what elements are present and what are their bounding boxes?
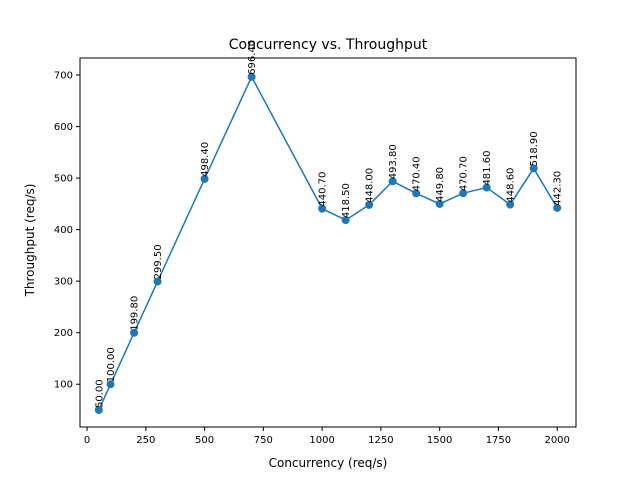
y-axis-label: Throughput (req/s) xyxy=(23,184,37,298)
y-tick-label: 300 xyxy=(54,277,73,288)
axes-frame xyxy=(79,57,577,428)
x-tick-label: 0 xyxy=(84,435,90,446)
data-point xyxy=(130,328,139,337)
x-tick-label: 750 xyxy=(254,435,273,446)
data-point xyxy=(459,189,468,198)
data-label: 449.80 xyxy=(435,167,446,202)
data-label: 50.00 xyxy=(94,379,105,408)
data-label: 442.30 xyxy=(553,171,564,206)
data-label: 199.80 xyxy=(130,296,141,331)
data-point xyxy=(553,203,562,212)
data-point xyxy=(529,164,538,173)
data-label: 470.40 xyxy=(412,156,423,191)
data-point xyxy=(94,405,103,414)
data-point xyxy=(412,189,421,198)
y-tick-label: 600 xyxy=(54,122,73,133)
data-label: 470.70 xyxy=(459,156,470,191)
data-label: 100.00 xyxy=(106,347,117,382)
data-label: 440.70 xyxy=(318,172,329,207)
data-label: 518.90 xyxy=(529,131,540,166)
data-point xyxy=(388,177,397,186)
x-tick-label: 2000 xyxy=(544,435,569,446)
data-label: 418.50 xyxy=(341,183,352,218)
data-point xyxy=(435,199,444,208)
x-tick-label: 500 xyxy=(195,435,214,446)
chart-title: Concurrency vs. Throughput xyxy=(229,37,428,53)
data-label: 696.40 xyxy=(247,40,258,75)
y-tick-label: 200 xyxy=(54,328,73,339)
data-label: 299.50 xyxy=(153,244,164,279)
data-label: 448.00 xyxy=(365,168,376,203)
x-tick-label: 1250 xyxy=(368,435,393,446)
data-label: 493.80 xyxy=(388,144,399,179)
data-point xyxy=(318,204,327,213)
data-point xyxy=(365,200,374,209)
x-tick-label: 1000 xyxy=(309,435,334,446)
data-label: 448.60 xyxy=(506,168,517,203)
y-tick-label: 500 xyxy=(54,174,73,185)
data-label: 481.60 xyxy=(482,151,493,186)
x-tick-label: 1750 xyxy=(486,435,511,446)
data-point xyxy=(341,216,350,225)
y-tick-label: 700 xyxy=(54,71,73,82)
y-tick-label: 100 xyxy=(54,380,73,391)
data-point xyxy=(482,183,491,192)
x-tick-label: 1500 xyxy=(427,435,452,446)
data-point xyxy=(153,277,162,286)
y-tick-label: 400 xyxy=(54,225,73,236)
data-label: 498.40 xyxy=(200,142,211,177)
data-point xyxy=(247,72,256,81)
x-axis-label: Concurrency (req/s) xyxy=(269,456,388,470)
data-point xyxy=(506,200,515,209)
data-point xyxy=(200,174,209,183)
x-tick-label: 250 xyxy=(136,435,155,446)
data-point xyxy=(106,380,115,389)
plot-area: 0 250 500 750 1000 1250 1500 1750 2000 100 200 300 4… xyxy=(54,40,577,446)
